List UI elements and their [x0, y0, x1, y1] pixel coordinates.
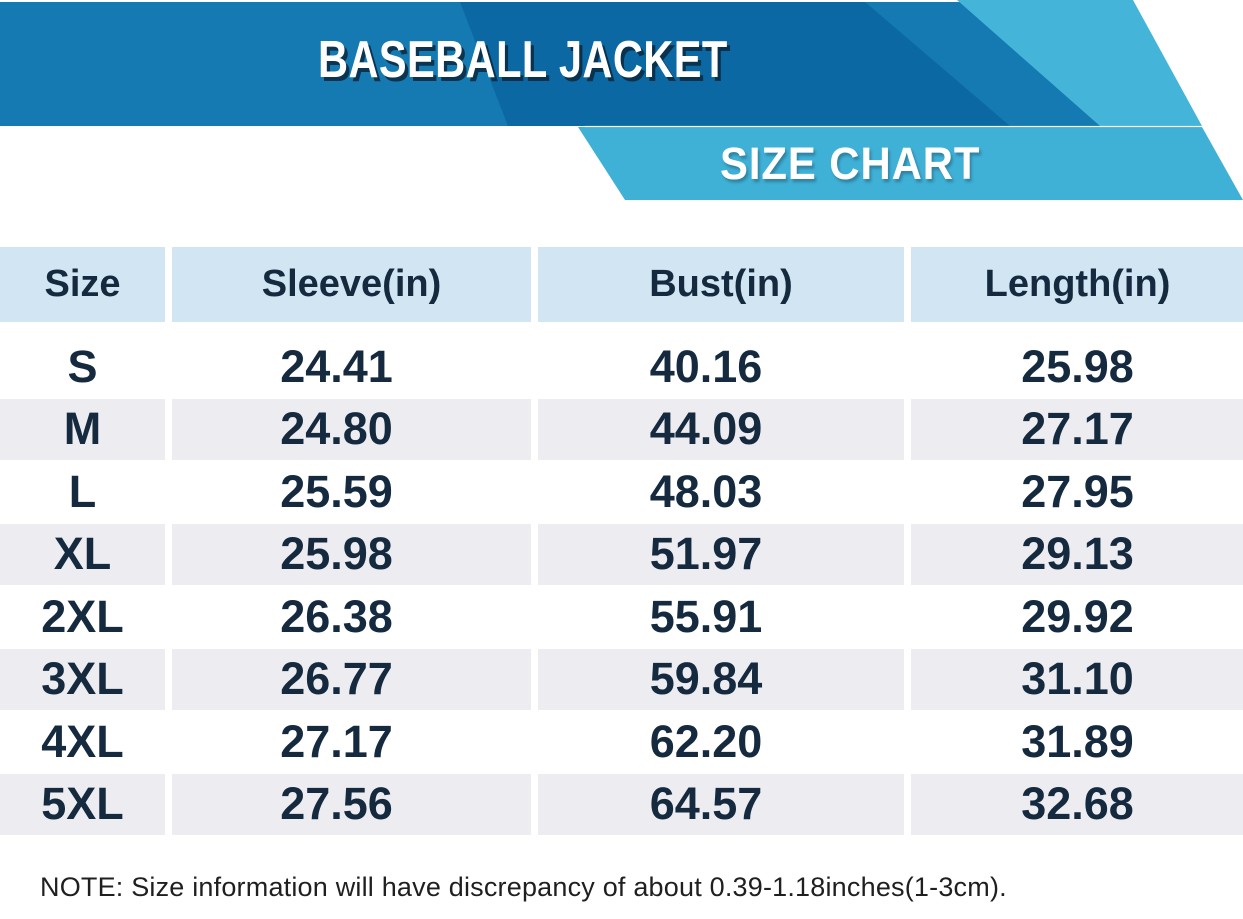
table-row: M 24.80 44.09 27.17 [0, 398, 1243, 460]
bust-cell: 64.57 [538, 773, 904, 835]
table-row: L 25.59 48.03 27.95 [0, 461, 1243, 523]
sleeve-cell: 26.77 [172, 648, 531, 710]
table-row: XL 25.98 51.97 29.13 [0, 523, 1243, 585]
length-cell: 27.95 [911, 461, 1243, 523]
size-cell: XL [0, 523, 165, 585]
size-cell: 2XL [0, 586, 165, 648]
table-row: 3XL 26.77 59.84 31.10 [0, 648, 1243, 710]
size-cell: S [0, 336, 165, 398]
banner-dark-blue-parallelogram [460, 2, 1010, 126]
size-cell: L [0, 461, 165, 523]
size-cell: 4XL [0, 711, 165, 773]
table-row: 4XL 27.17 62.20 31.89 [0, 711, 1243, 773]
banner: BASEBALL JACKET SIZE CHART [0, 0, 1243, 200]
column-header-sleeve: Sleeve(in) [172, 247, 531, 322]
size-chart-ribbon [578, 127, 1243, 200]
length-cell: 31.89 [911, 711, 1243, 773]
table-row: 5XL 27.56 64.57 32.68 [0, 773, 1243, 835]
bust-cell: 44.09 [538, 398, 904, 460]
sleeve-cell: 24.41 [172, 336, 531, 398]
column-header-length: Length(in) [911, 247, 1243, 322]
length-cell: 27.17 [911, 398, 1243, 460]
banner-ribbon-graphic [0, 0, 1243, 200]
table-row: S 24.41 40.16 25.98 [0, 336, 1243, 398]
column-header-bust: Bust(in) [538, 247, 904, 322]
length-cell: 29.92 [911, 586, 1243, 648]
bust-cell: 59.84 [538, 648, 904, 710]
sleeve-cell: 24.80 [172, 398, 531, 460]
size-note: NOTE: Size information will have discrep… [40, 872, 1007, 902]
banner-subtitle: SIZE CHART [720, 137, 981, 189]
bust-cell: 48.03 [538, 461, 904, 523]
length-cell: 25.98 [911, 336, 1243, 398]
table-row: 2XL 26.38 55.91 29.92 [0, 586, 1243, 648]
bust-cell: 51.97 [538, 523, 904, 585]
column-header-size: Size [0, 247, 165, 322]
banner-cyan-corner [957, 0, 1202, 126]
size-cell: M [0, 398, 165, 460]
length-cell: 32.68 [911, 773, 1243, 835]
bust-cell: 40.16 [538, 336, 904, 398]
size-cell: 3XL [0, 648, 165, 710]
sleeve-cell: 27.17 [172, 711, 531, 773]
bust-cell: 62.20 [538, 711, 904, 773]
banner-title: BASEBALL JACKET [318, 31, 728, 89]
sleeve-cell: 25.59 [172, 461, 531, 523]
table-header-row: Size Sleeve(in) Bust(in) Length(in) [0, 247, 1243, 322]
bust-cell: 55.91 [538, 586, 904, 648]
length-cell: 31.10 [911, 648, 1243, 710]
sleeve-cell: 25.98 [172, 523, 531, 585]
sleeve-cell: 26.38 [172, 586, 531, 648]
sleeve-cell: 27.56 [172, 773, 531, 835]
length-cell: 29.13 [911, 523, 1243, 585]
size-cell: 5XL [0, 773, 165, 835]
size-chart-table: Size Sleeve(in) Bust(in) Length(in) S 24… [0, 247, 1243, 836]
